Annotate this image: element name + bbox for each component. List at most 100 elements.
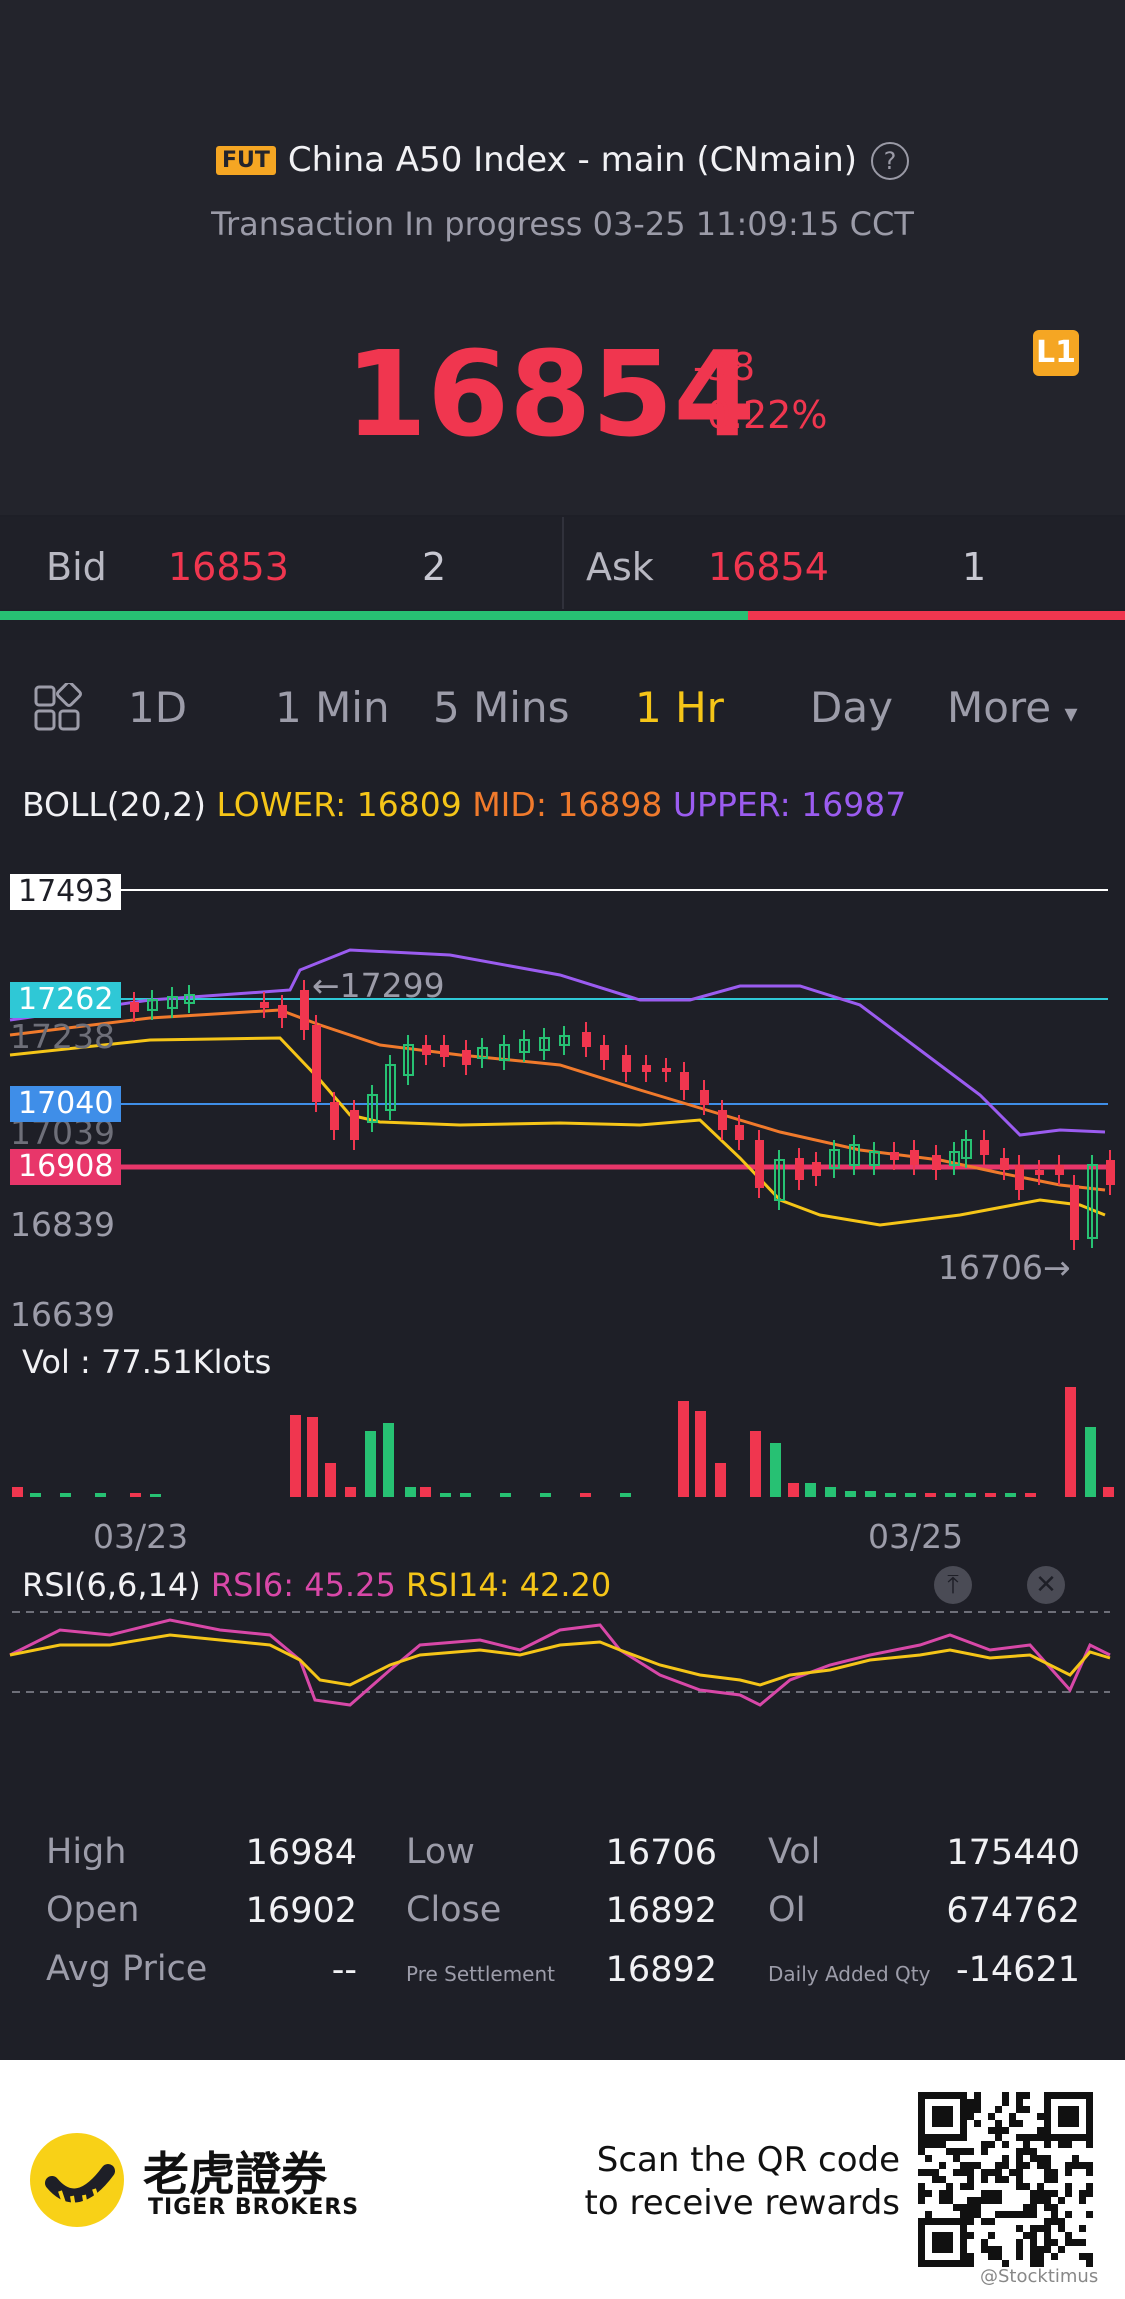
qr-module <box>1044 2134 1051 2141</box>
help-icon[interactable]: ? <box>871 142 910 180</box>
tab-1min[interactable]: 1 Min <box>275 683 390 732</box>
qr-module <box>1016 2155 1023 2162</box>
qr-module <box>988 2253 995 2260</box>
last-price: 16854 <box>345 325 756 463</box>
qr-module <box>1072 2120 1079 2127</box>
volume-bar <box>715 1463 726 1497</box>
bid-ask-divider <box>562 517 564 609</box>
qr-module <box>1002 2099 1009 2106</box>
qr-module <box>1065 2106 1072 2113</box>
candle-up <box>961 1139 972 1159</box>
tab-5mins[interactable]: 5 Mins <box>433 683 570 732</box>
qr-module <box>981 2169 988 2176</box>
qr-module <box>960 2232 967 2239</box>
qr-module <box>1044 2127 1051 2134</box>
qr-module <box>1023 2232 1030 2239</box>
qr-module <box>1044 2190 1051 2197</box>
qr-module <box>1086 2190 1093 2197</box>
qr-module <box>1086 2099 1093 2106</box>
period-tabs <box>0 640 1125 770</box>
price-line-label-17262: 17262 <box>10 982 122 1018</box>
close-icon[interactable]: ✕ <box>1027 1566 1065 1604</box>
rsi-chart[interactable] <box>0 1600 1125 1720</box>
qr-module <box>1044 2141 1051 2148</box>
tab-day[interactable]: Day <box>810 683 893 732</box>
qr-module <box>1037 2246 1044 2253</box>
candle-down <box>662 1068 671 1072</box>
qr-module <box>1058 2246 1065 2253</box>
qr-module <box>939 2113 946 2120</box>
qr-module <box>1009 2113 1016 2120</box>
bid-size: 2 <box>422 545 447 589</box>
low-marker: 16706→ <box>938 1248 1071 1287</box>
qr-module <box>1065 2232 1072 2239</box>
avg-price-value: -- <box>331 1950 357 1990</box>
tab-1hr[interactable]: 1 Hr <box>635 683 724 732</box>
qr-module <box>1051 2239 1058 2246</box>
qr-module <box>939 2260 946 2267</box>
qr-module <box>1030 2134 1037 2141</box>
qr-module <box>967 2106 974 2113</box>
qr-module <box>960 2218 967 2225</box>
date-label: 03/23 <box>93 1517 189 1556</box>
qr-module <box>1044 2162 1051 2169</box>
candle-down <box>700 1090 709 1105</box>
qr-module <box>1044 2239 1051 2246</box>
qr-module <box>960 2211 967 2218</box>
candle-down <box>1070 1185 1079 1240</box>
qr-module <box>939 2106 946 2113</box>
qr-module <box>967 2169 974 2176</box>
boll-mid: MID: 16898 <box>472 785 663 824</box>
volume-bar <box>905 1493 916 1497</box>
candle-down <box>932 1155 941 1170</box>
qr-module <box>939 2239 946 2246</box>
rsi-legend: RSI(6,6,14) RSI6: 45.25 RSI14: 42.20 <box>22 1566 611 1604</box>
qr-module <box>1051 2092 1058 2099</box>
candle-down <box>440 1045 449 1057</box>
qr-module <box>1016 2176 1023 2183</box>
qr-module <box>1016 2092 1023 2099</box>
qr-module <box>1086 2141 1093 2148</box>
qr-module <box>1044 2113 1051 2120</box>
rsi-label: RSI(6,6,14) <box>22 1566 201 1604</box>
vol-value: 175440 <box>946 1833 1080 1873</box>
volume-bar <box>865 1491 876 1497</box>
qr-module <box>960 2092 967 2099</box>
qr-module <box>1030 2253 1037 2260</box>
qr-module <box>1002 2155 1009 2162</box>
candlestick-chart[interactable] <box>0 840 1125 1520</box>
watermark: @Stocktimus <box>980 2266 1099 2287</box>
qr-code[interactable] <box>918 2092 1093 2267</box>
qr-module <box>1044 2176 1051 2183</box>
candle-up <box>167 996 178 1009</box>
qr-module <box>1016 2211 1023 2218</box>
qr-module <box>918 2113 925 2120</box>
qr-module <box>1016 2239 1023 2246</box>
tab-1d[interactable]: 1D <box>128 683 188 732</box>
qr-module <box>974 2162 981 2169</box>
qr-module <box>1037 2260 1044 2267</box>
qr-module <box>946 2218 953 2225</box>
bid-price: 16853 <box>168 545 289 589</box>
qr-module <box>960 2260 967 2267</box>
qr-module <box>1086 2211 1093 2218</box>
qr-module <box>918 2120 925 2127</box>
pin-top-icon[interactable]: ⤒ <box>934 1566 972 1604</box>
qr-module <box>932 2232 939 2239</box>
volume-bar <box>1085 1427 1096 1497</box>
qr-module <box>918 2197 925 2204</box>
chart-layout-icon[interactable] <box>34 683 82 731</box>
tab-more[interactable]: More ▾ <box>947 683 1078 732</box>
qr-module <box>974 2092 981 2099</box>
candle-down <box>622 1055 631 1072</box>
candle-up <box>559 1035 570 1046</box>
qr-module <box>1072 2092 1079 2099</box>
qr-module <box>918 2246 925 2253</box>
qr-module <box>1016 2099 1023 2106</box>
level1-icon[interactable]: L1 <box>1033 330 1079 376</box>
qr-module <box>932 2141 939 2148</box>
qr-module <box>1079 2092 1086 2099</box>
qr-module <box>946 2232 953 2239</box>
qr-module <box>932 2239 939 2246</box>
qr-module <box>1030 2260 1037 2267</box>
